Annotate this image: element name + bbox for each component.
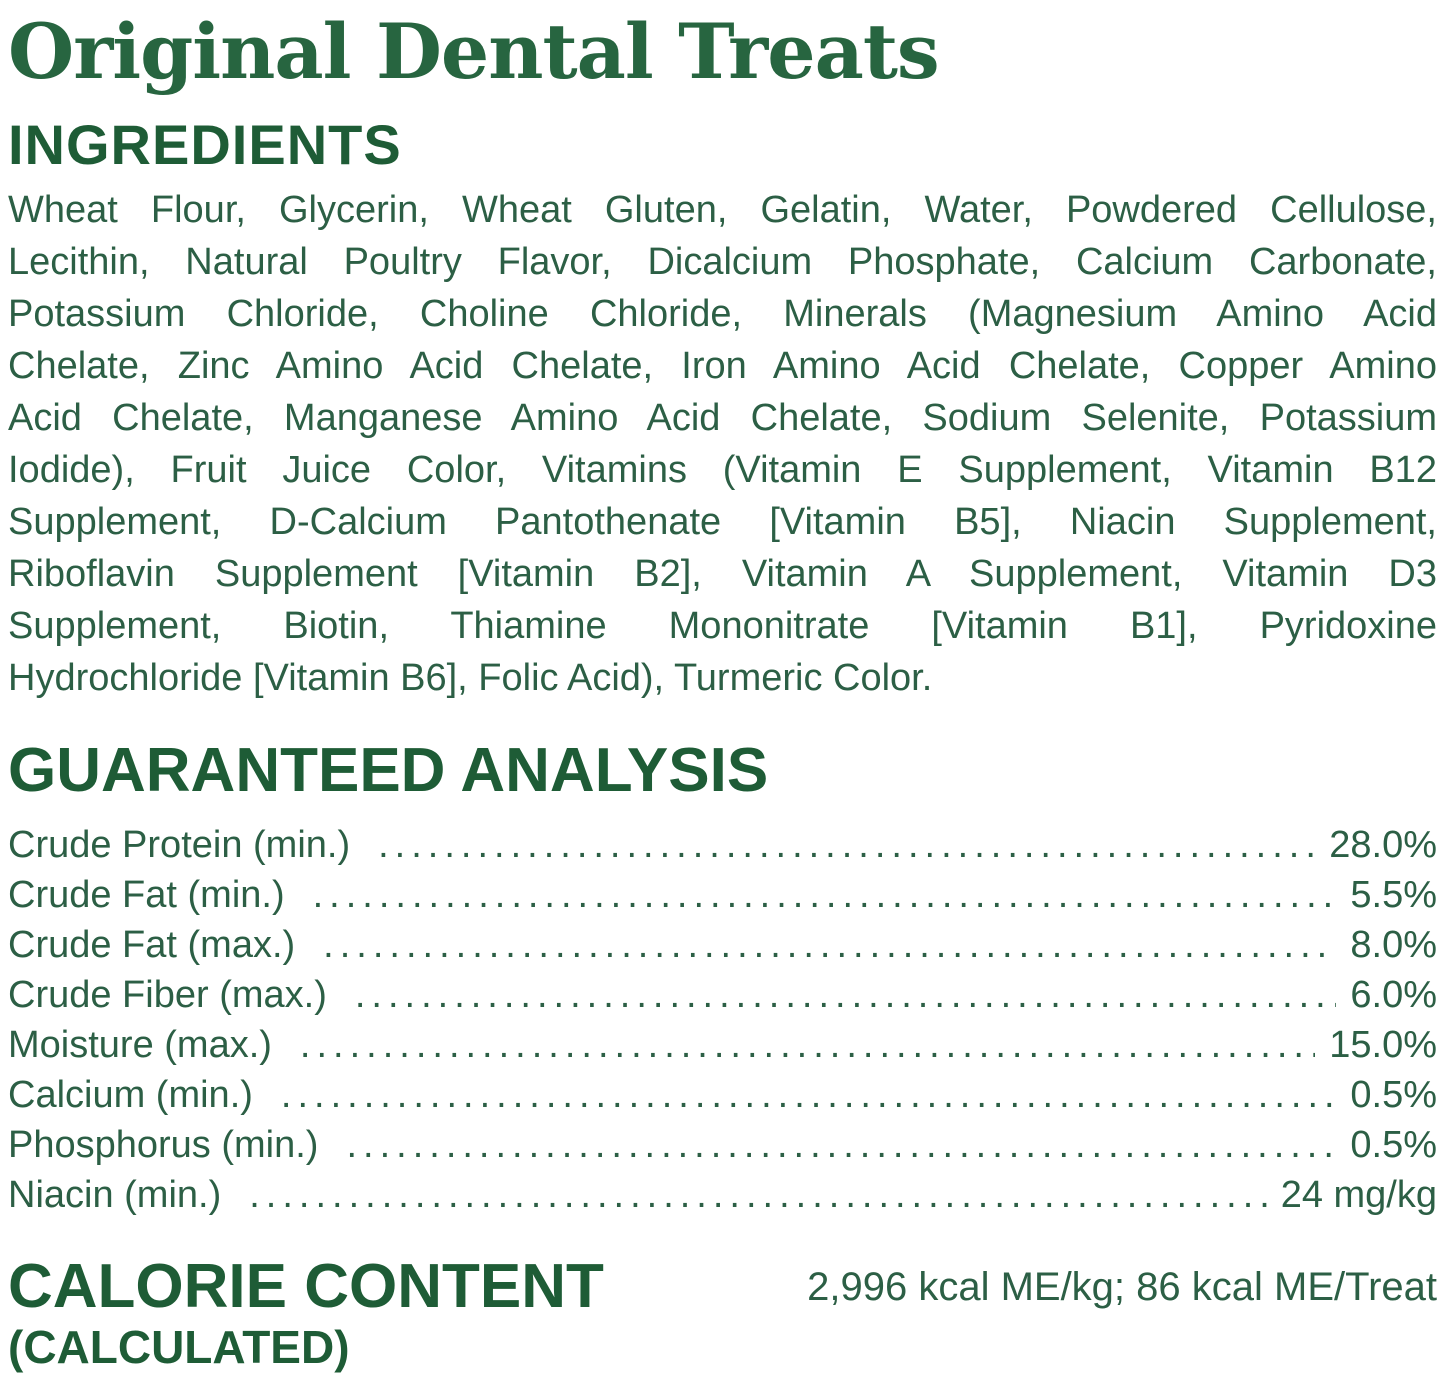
calorie-content-heading: CALORIE CONTENT bbox=[8, 1252, 604, 1321]
ingredients-line: Riboflavin Supplement [Vitamin B2], Vita… bbox=[8, 553, 1437, 595]
table-row: Calcium (min.) .........................… bbox=[8, 1070, 1437, 1120]
table-row: Crude Protein (min.) ...................… bbox=[8, 820, 1437, 870]
table-row: Niacin (min.) ..........................… bbox=[8, 1170, 1437, 1220]
ingredients-line: Wheat Flour, Glycerin, Wheat Gluten, Gel… bbox=[8, 189, 1437, 231]
page-title: Original Dental Treats bbox=[8, 7, 940, 96]
ingredients-line: Supplement, Biotin, Thiamine Mononitrate… bbox=[8, 605, 1437, 647]
dot-leader: ........................................… bbox=[323, 924, 1336, 966]
ingredients-line: Hydrochloride [Vitamin B6], Folic Acid),… bbox=[8, 657, 933, 699]
ingredients-line: Iodide), Fruit Juice Color, Vitamins (Vi… bbox=[8, 449, 1437, 491]
analysis-value: 5.5% bbox=[1350, 874, 1437, 916]
analysis-value: 0.5% bbox=[1350, 1074, 1437, 1116]
guaranteed-analysis-heading: GUARANTEED ANALYSIS bbox=[8, 736, 769, 805]
ingredients-line: Supplement, D-Calcium Pantothenate [Vita… bbox=[8, 501, 1437, 543]
analysis-value: 24 mg/kg bbox=[1280, 1174, 1437, 1216]
table-row: Crude Fat (min.) .......................… bbox=[8, 870, 1437, 920]
ingredients-line: Potassium Chloride, Choline Chloride, Mi… bbox=[8, 293, 1437, 335]
dot-leader: ........................................… bbox=[299, 1024, 1315, 1066]
ingredients-paragraph: Wheat Flour, Glycerin, Wheat Gluten, Gel… bbox=[8, 184, 1437, 704]
guaranteed-analysis-table: Crude Protein (min.) ...................… bbox=[8, 820, 1437, 1220]
analysis-value: 0.5% bbox=[1350, 1124, 1437, 1166]
table-row: Moisture (max.) ........................… bbox=[8, 1020, 1437, 1070]
analysis-value: 28.0% bbox=[1329, 824, 1437, 866]
ingredients-line: Lecithin, Natural Poultry Flavor, Dicalc… bbox=[8, 241, 1437, 283]
ingredients-line: Chelate, Zinc Amino Acid Chelate, Iron A… bbox=[8, 345, 1437, 387]
analysis-label: Niacin (min.) bbox=[8, 1174, 222, 1216]
calorie-calculated-subheading: (CALCULATED) bbox=[8, 1321, 350, 1373]
dot-leader: ........................................… bbox=[312, 874, 1337, 916]
table-row: Crude Fiber (max.) .....................… bbox=[8, 970, 1437, 1020]
ingredients-heading: INGREDIENTS bbox=[8, 113, 402, 176]
dot-leader: ........................................… bbox=[249, 1174, 1266, 1216]
analysis-label: Moisture (max.) bbox=[8, 1024, 272, 1066]
analysis-label: Calcium (min.) bbox=[8, 1074, 253, 1116]
table-row: Crude Fat (max.) .......................… bbox=[8, 920, 1437, 970]
dot-leader: ........................................… bbox=[354, 974, 1337, 1016]
analysis-label: Crude Fat (min.) bbox=[8, 874, 285, 916]
analysis-label: Phosphorus (min.) bbox=[8, 1124, 319, 1166]
calorie-content-section: CALORIE CONTENT (CALCULATED) 2,996 kcal … bbox=[8, 1256, 1437, 1374]
analysis-label: Crude Protein (min.) bbox=[8, 824, 351, 866]
dot-leader: ........................................… bbox=[280, 1074, 1336, 1116]
table-row: Phosphorus (min.) ......................… bbox=[8, 1120, 1437, 1170]
analysis-label: Crude Fat (max.) bbox=[8, 924, 296, 966]
calorie-content-headings: CALORIE CONTENT (CALCULATED) bbox=[8, 1256, 668, 1374]
dot-leader: ........................................… bbox=[378, 824, 1315, 866]
analysis-value: 15.0% bbox=[1329, 1024, 1437, 1066]
analysis-value: 8.0% bbox=[1350, 924, 1437, 966]
calorie-content-value: 2,996 kcal ME/kg; 86 kcal ME/Treat bbox=[807, 1265, 1437, 1309]
ingredients-line: Acid Chelate, Manganese Amino Acid Chela… bbox=[8, 397, 1437, 439]
dot-leader: ........................................… bbox=[346, 1124, 1337, 1166]
analysis-value: 6.0% bbox=[1350, 974, 1437, 1016]
analysis-label: Crude Fiber (max.) bbox=[8, 974, 327, 1016]
